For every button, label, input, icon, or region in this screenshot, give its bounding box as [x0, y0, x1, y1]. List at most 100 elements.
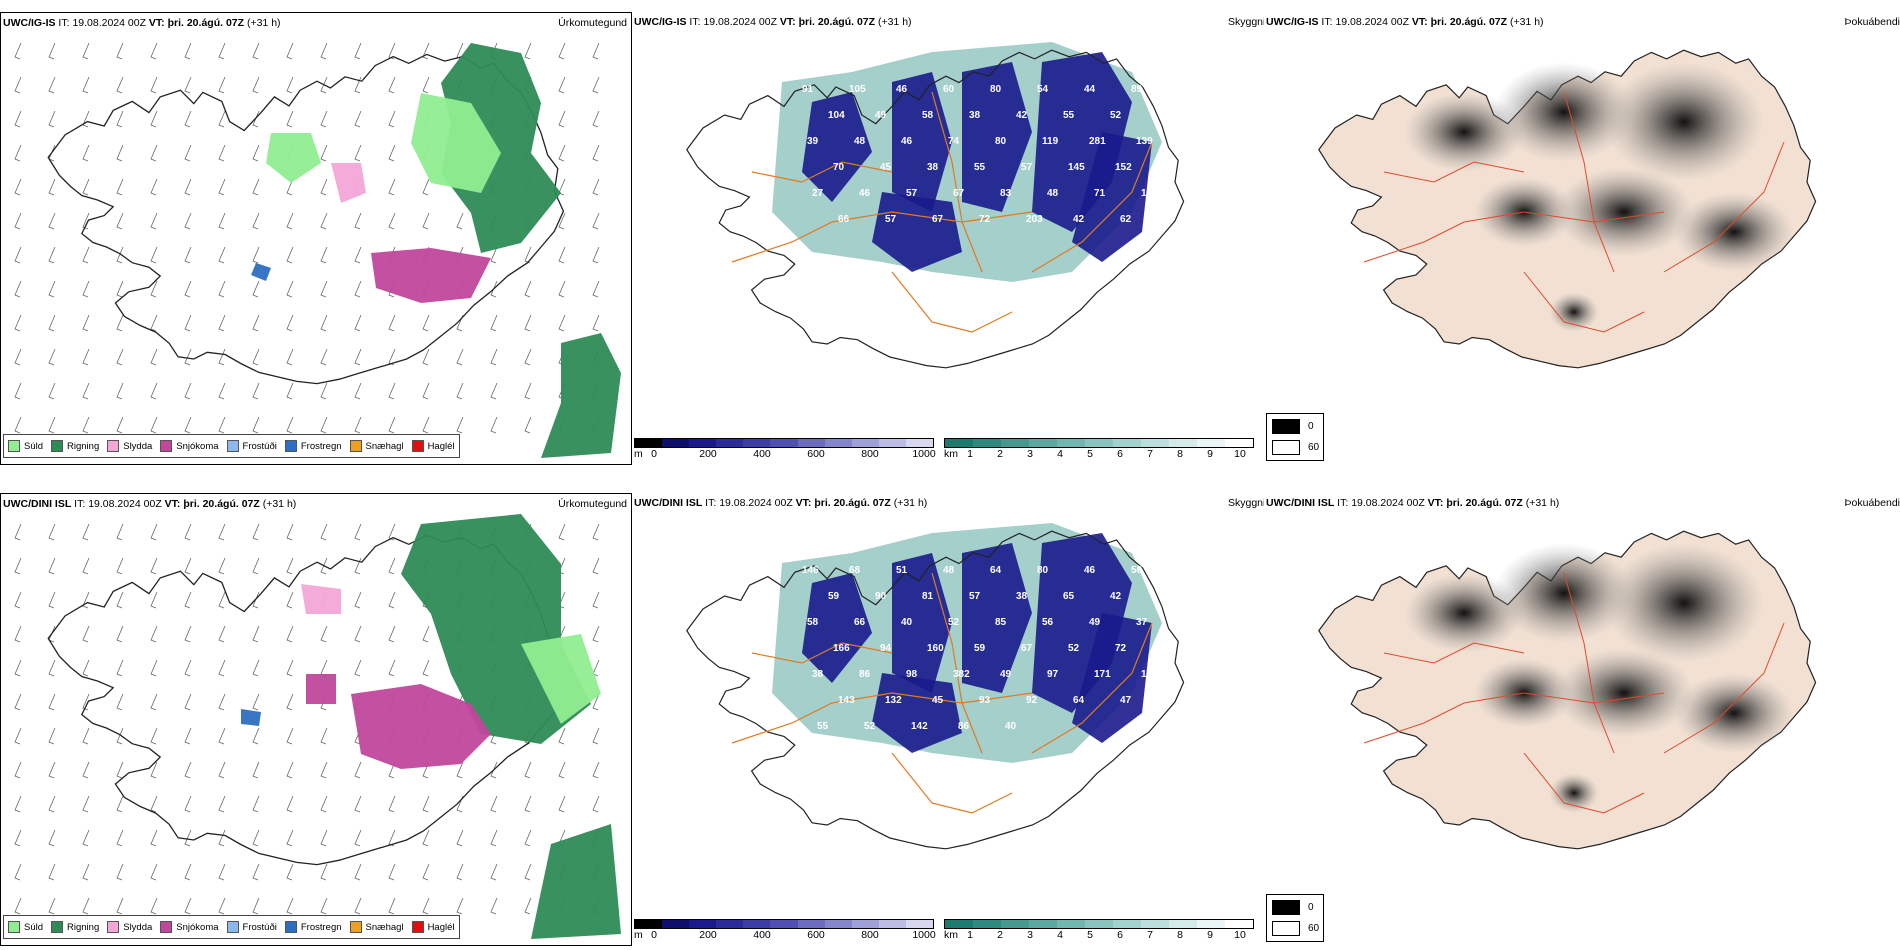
legend-item: Slydda: [107, 921, 152, 933]
wind-barb: [558, 314, 566, 332]
legend-item: Rigning: [51, 440, 99, 452]
wind-barb: [150, 42, 158, 60]
iceland-coastline: [686, 49, 1185, 369]
cloud-base-label: 65: [1063, 591, 1075, 602]
wind-barb: [286, 625, 294, 643]
road: [1563, 91, 1615, 273]
wind-barb: [218, 863, 226, 881]
cloud-base-label: 171: [1094, 669, 1111, 680]
wind-barb: [184, 829, 192, 847]
wind-barb: [490, 416, 498, 434]
cloud-base-label: 70: [833, 162, 845, 173]
wind-barb: [354, 42, 362, 60]
wind-barb: [82, 348, 90, 366]
panel-title: Þokuábendi: [1844, 497, 1900, 509]
wind-barb: [116, 246, 124, 264]
wind-barb: [82, 625, 90, 643]
panel-header: UWC/IG-IS IT: 19.08.2024 00Z VT: þri. 20…: [634, 16, 912, 28]
cloud-base-label: 67: [1021, 643, 1033, 654]
roads: [731, 572, 1153, 814]
wind-barb: [422, 212, 430, 230]
cloud-base-labels: 146 68 51 48 64 80 46 56 59 90 81 57 38 65 42 58 66 40 52 8…: [802, 565, 1158, 732]
wind-barb: [592, 727, 600, 745]
visibility-colorbar: km 1 2 3 4 5 6 7 8 9 10: [944, 438, 1254, 460]
legend-swatch: [51, 921, 64, 933]
wind-barb: [354, 897, 362, 915]
wind-barb: [286, 280, 294, 298]
precip-area: [411, 93, 501, 193]
wind-barb: [422, 314, 430, 332]
wind-barb: [48, 659, 56, 677]
cloud-visibility-panel-ig-is: 91 105 46 60 80 54 44 89 104 49 58 38 42 55 52 39 48 46 74…: [632, 12, 1264, 465]
precip-legend: Súld Rigning Slydda Snjókoma Frostúði Frostre…: [3, 434, 460, 458]
wind-barb: [14, 557, 22, 575]
wind-barb: [48, 212, 56, 230]
wind-barb: [286, 897, 294, 915]
colorbar-cell: [945, 439, 973, 447]
wind-barb: [116, 212, 124, 230]
wind-barb: [48, 416, 56, 434]
wind-barb: [218, 659, 226, 677]
wind-barb: [184, 314, 192, 332]
colorbar-cell: [1001, 920, 1029, 928]
wind-barb: [48, 897, 56, 915]
legend-swatch: [284, 921, 297, 933]
wind-barb: [14, 693, 22, 711]
wind-barb: [252, 76, 260, 94]
cloud-base-label: 48: [943, 565, 955, 576]
wind-barb: [524, 348, 532, 366]
cloud-base-label: 56: [1131, 565, 1143, 576]
wind-barb: [320, 246, 328, 264]
wind-barb: [354, 863, 362, 881]
wind-barb: [388, 625, 396, 643]
wind-barb: [354, 76, 362, 94]
wind-barb: [116, 795, 124, 813]
colorbar-cell: [689, 920, 717, 928]
cloud-base-label: 38: [969, 110, 981, 121]
iceland-coastline: [47, 534, 565, 866]
wind-barb: [558, 42, 566, 60]
wind-barb: [48, 178, 56, 196]
wind-barb: [48, 110, 56, 128]
wind-barb: [286, 246, 294, 264]
road: [931, 572, 983, 754]
wind-barb: [252, 693, 260, 711]
precip-area: [351, 684, 491, 769]
wind-barb: [150, 110, 158, 128]
cloud-base-label: 85: [995, 617, 1007, 628]
wind-barb: [524, 314, 532, 332]
colorbar-tick: 6: [1117, 929, 1123, 941]
cloud-base-label: 98: [906, 669, 918, 680]
cloud-base-label: 59: [828, 591, 840, 602]
visibility-areas: [772, 42, 1162, 282]
fog-area: [1674, 673, 1794, 753]
cloud-base-label: 52: [1110, 110, 1122, 121]
wind-barb: [354, 382, 362, 400]
precip-area: [331, 163, 366, 203]
colorbar-tick: 7: [1147, 929, 1153, 941]
wind-barb: [252, 625, 260, 643]
wind-barb: [116, 625, 124, 643]
wind-barb: [48, 829, 56, 847]
cloud-base-label: 160: [927, 643, 944, 654]
cloud-base-label: 52: [1068, 643, 1080, 654]
wind-barb: [320, 727, 328, 745]
cloud-base-label: 45: [880, 162, 892, 173]
cloud-base-label: 52: [864, 721, 876, 732]
wind-barb: [116, 693, 124, 711]
cloud-base-label: 281: [1089, 136, 1106, 147]
colorbar-tick: 9: [1207, 448, 1213, 460]
cloud-base-label: 64: [1073, 695, 1085, 706]
cloud-base-label: 139: [1136, 136, 1153, 147]
wind-barb: [320, 897, 328, 915]
wind-barb: [150, 761, 158, 779]
legend-item: Frostregn: [284, 440, 342, 452]
cloud-base-label: 68: [849, 565, 861, 576]
cloud-base-area: [892, 553, 952, 693]
wind-barb: [14, 246, 22, 264]
wind-barb: [116, 659, 124, 677]
wind-barb: [150, 178, 158, 196]
colorbar-cell: [797, 920, 825, 928]
colorbar-cell: [905, 439, 934, 447]
cloud-base-label: 58: [807, 617, 819, 628]
